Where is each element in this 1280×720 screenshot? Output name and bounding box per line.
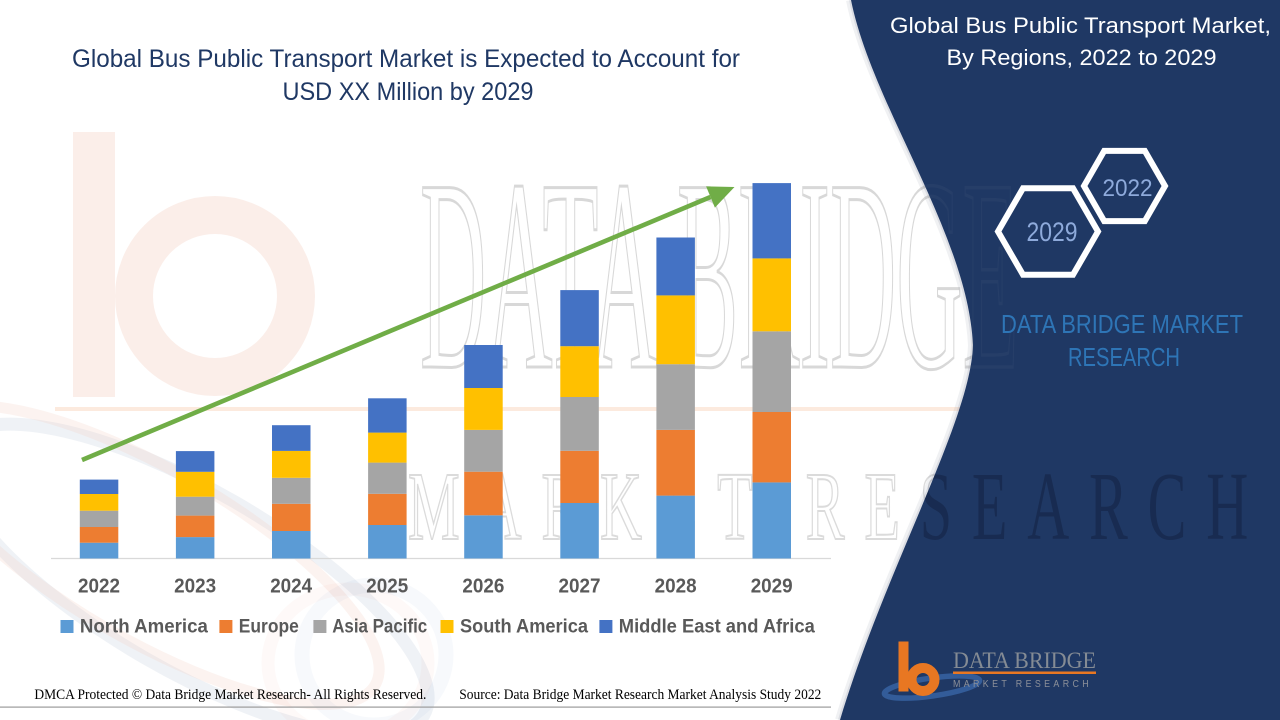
svg-text:DMCA Protected © Data Bridge M: DMCA Protected © Data Bridge Market Rese… xyxy=(34,687,426,703)
svg-text:Global Bus Public Transport Ma: Global Bus Public Transport Market is Ex… xyxy=(72,45,740,73)
svg-text:Asia Pacific: Asia Pacific xyxy=(332,616,427,638)
svg-text:2027: 2027 xyxy=(559,575,601,598)
svg-text:By Regions, 2022 to 2029: By Regions, 2022 to 2029 xyxy=(947,45,1217,70)
svg-text:2026: 2026 xyxy=(462,575,504,598)
svg-text:DATA BRIDGE MARKET: DATA BRIDGE MARKET xyxy=(1001,309,1243,339)
svg-text:2023: 2023 xyxy=(174,575,216,598)
svg-text:USD XX Million by 2029: USD XX Million by 2029 xyxy=(283,78,534,106)
svg-text:2024: 2024 xyxy=(270,575,313,598)
svg-text:2029: 2029 xyxy=(751,575,793,598)
svg-text:2022: 2022 xyxy=(1103,175,1153,202)
svg-text:2025: 2025 xyxy=(366,575,408,598)
svg-text:MARKET RESEARCH: MARKET RESEARCH xyxy=(953,678,1092,690)
svg-text:Europe: Europe xyxy=(239,616,299,638)
svg-text:Global Bus Public Transport Ma: Global Bus Public Transport Market, xyxy=(890,13,1271,38)
svg-text:Source: Data Bridge Market Res: Source: Data Bridge Market Research Mark… xyxy=(459,687,821,703)
svg-text:2028: 2028 xyxy=(655,575,697,598)
svg-text:2029: 2029 xyxy=(1027,217,1078,247)
svg-text:DATA BRIDGE: DATA BRIDGE xyxy=(953,648,1096,673)
svg-text:2022: 2022 xyxy=(78,575,120,598)
svg-text:South America: South America xyxy=(460,616,588,638)
svg-text:North America: North America xyxy=(80,616,208,638)
svg-text:Middle East and Africa: Middle East and Africa xyxy=(619,616,815,638)
svg-text:DATA: DATA xyxy=(420,124,657,427)
svg-text:RESEARCH: RESEARCH xyxy=(1068,342,1180,372)
